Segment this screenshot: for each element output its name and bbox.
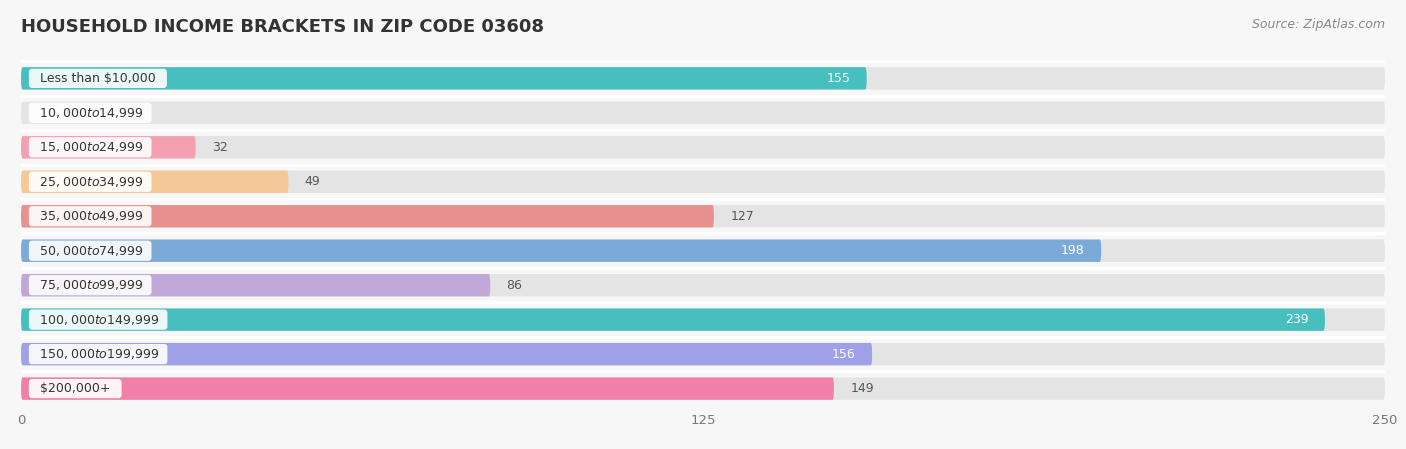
Text: $35,000 to $49,999: $35,000 to $49,999 bbox=[32, 209, 149, 223]
FancyBboxPatch shape bbox=[21, 205, 1385, 228]
Text: 156: 156 bbox=[832, 348, 856, 361]
FancyBboxPatch shape bbox=[21, 136, 195, 158]
Text: $150,000 to $199,999: $150,000 to $199,999 bbox=[32, 347, 165, 361]
Text: 49: 49 bbox=[305, 175, 321, 188]
Text: 155: 155 bbox=[827, 72, 851, 85]
Text: $10,000 to $14,999: $10,000 to $14,999 bbox=[32, 106, 149, 120]
FancyBboxPatch shape bbox=[21, 171, 1385, 193]
Text: 0: 0 bbox=[65, 106, 73, 119]
FancyBboxPatch shape bbox=[21, 308, 1324, 331]
FancyBboxPatch shape bbox=[21, 239, 1101, 262]
FancyBboxPatch shape bbox=[21, 136, 1385, 158]
Text: 149: 149 bbox=[851, 382, 875, 395]
Text: $25,000 to $34,999: $25,000 to $34,999 bbox=[32, 175, 149, 189]
FancyBboxPatch shape bbox=[21, 343, 872, 365]
FancyBboxPatch shape bbox=[21, 274, 1385, 296]
Text: 198: 198 bbox=[1062, 244, 1085, 257]
Text: $200,000+: $200,000+ bbox=[32, 382, 118, 395]
FancyBboxPatch shape bbox=[21, 308, 1385, 331]
FancyBboxPatch shape bbox=[21, 378, 834, 400]
Text: $100,000 to $149,999: $100,000 to $149,999 bbox=[32, 313, 165, 327]
FancyBboxPatch shape bbox=[21, 67, 1385, 89]
FancyBboxPatch shape bbox=[21, 274, 491, 296]
FancyBboxPatch shape bbox=[21, 101, 1385, 124]
FancyBboxPatch shape bbox=[21, 67, 866, 89]
Text: Less than $10,000: Less than $10,000 bbox=[32, 72, 163, 85]
Text: Source: ZipAtlas.com: Source: ZipAtlas.com bbox=[1251, 18, 1385, 31]
FancyBboxPatch shape bbox=[21, 205, 714, 228]
Text: $50,000 to $74,999: $50,000 to $74,999 bbox=[32, 244, 149, 258]
Text: 239: 239 bbox=[1285, 313, 1309, 326]
Text: 127: 127 bbox=[730, 210, 754, 223]
FancyBboxPatch shape bbox=[21, 239, 1385, 262]
Text: $15,000 to $24,999: $15,000 to $24,999 bbox=[32, 140, 149, 154]
FancyBboxPatch shape bbox=[21, 171, 288, 193]
Text: 32: 32 bbox=[212, 141, 228, 154]
FancyBboxPatch shape bbox=[21, 378, 1385, 400]
Text: $75,000 to $99,999: $75,000 to $99,999 bbox=[32, 278, 149, 292]
Text: HOUSEHOLD INCOME BRACKETS IN ZIP CODE 03608: HOUSEHOLD INCOME BRACKETS IN ZIP CODE 03… bbox=[21, 18, 544, 36]
FancyBboxPatch shape bbox=[21, 343, 1385, 365]
Text: 86: 86 bbox=[506, 279, 523, 292]
